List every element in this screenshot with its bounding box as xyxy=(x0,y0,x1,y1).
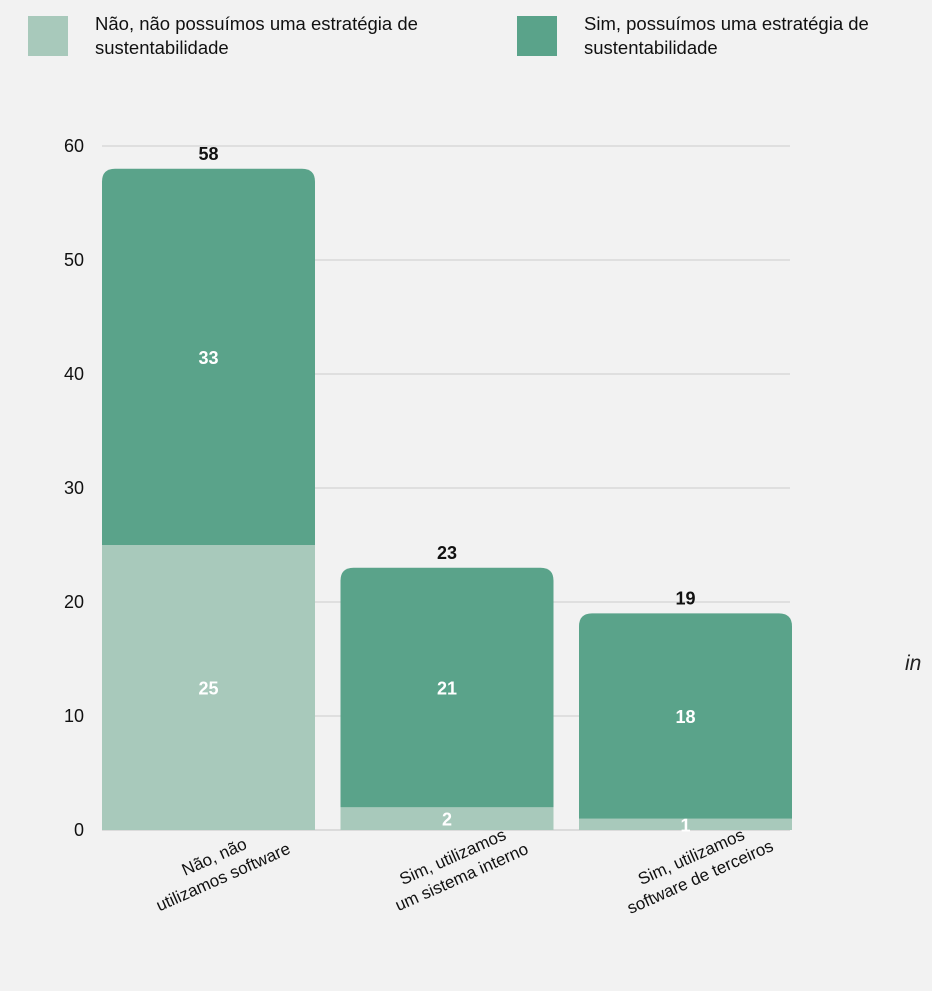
bar-segment-label: 21 xyxy=(437,679,457,699)
legend-swatch-yes-strategy xyxy=(517,16,557,56)
y-tick-label: 0 xyxy=(74,820,84,840)
y-tick-label: 10 xyxy=(64,706,84,726)
y-tick-label: 30 xyxy=(64,478,84,498)
bar-total-label: 23 xyxy=(437,543,457,563)
y-tick-label: 40 xyxy=(64,364,84,384)
bar-segment-label: 33 xyxy=(198,348,218,368)
bar-segment xyxy=(102,168,315,546)
legend-label-no-strategy: Não, não possuímos uma estratégia de sus… xyxy=(95,13,418,58)
legend-item-yes-strategy: Sim, possuímos uma estratégia de sustent… xyxy=(517,13,914,60)
bar-segment-label: 1 xyxy=(680,815,690,835)
y-tick-label: 60 xyxy=(64,136,84,156)
y-tick-label: 20 xyxy=(64,592,84,612)
bar-segment xyxy=(340,807,554,830)
legend-item-no-strategy: Não, não possuímos uma estratégia de sus… xyxy=(28,13,425,60)
bar-total-label: 19 xyxy=(675,588,695,608)
side-text-fragment: in xyxy=(905,652,922,675)
bar-segment xyxy=(579,613,792,819)
bar-segment-label: 25 xyxy=(198,679,218,699)
bar-segment-label: 18 xyxy=(675,707,695,727)
legend-label-yes-strategy: Sim, possuímos uma estratégia de sustent… xyxy=(584,13,869,58)
bar-segment-label: 2 xyxy=(442,810,452,830)
bar-total-label: 58 xyxy=(198,144,218,164)
bar-segment xyxy=(340,567,554,808)
legend-swatch-no-strategy xyxy=(28,16,68,56)
y-tick-label: 50 xyxy=(64,250,84,270)
bar-segment xyxy=(579,818,792,830)
bar-segment xyxy=(102,545,315,830)
